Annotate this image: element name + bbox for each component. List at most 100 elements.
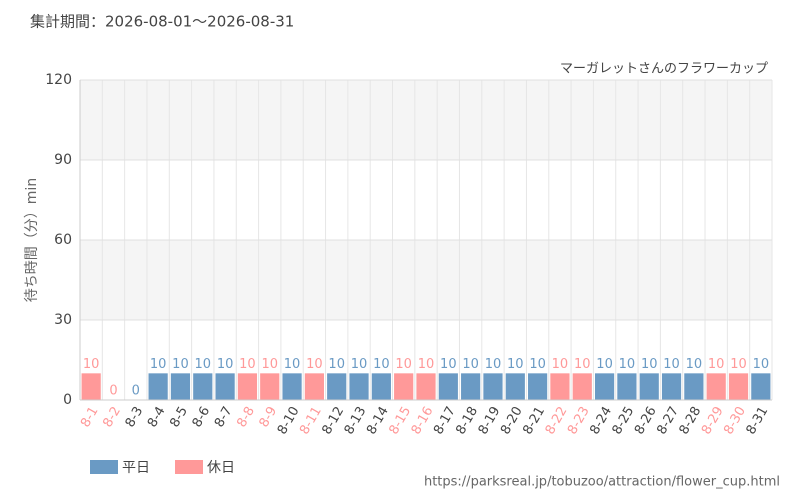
value-label: 10 (373, 357, 390, 372)
bar (661, 373, 682, 400)
x-tick-label: 8-11 (297, 404, 325, 437)
x-tick-label: 8-29 (699, 404, 727, 437)
y-axis-label: 待ち時間（分）min (24, 178, 40, 302)
bar (193, 373, 213, 400)
bar (483, 373, 503, 400)
bar (594, 373, 615, 400)
x-tick-label: 8-15 (386, 404, 414, 437)
x-tick-label: 8-17 (431, 404, 459, 437)
bar (684, 373, 704, 400)
value-label: 10 (306, 357, 323, 372)
value-label: 10 (507, 357, 524, 372)
x-tick-label: 8-20 (498, 404, 526, 437)
x-tick-label: 8-23 (565, 404, 593, 437)
x-tick-label: 8-31 (744, 404, 772, 437)
value-label: 10 (395, 357, 412, 372)
x-tick-label: 8-4 (145, 404, 169, 430)
x-tick-label: 8-21 (520, 404, 548, 437)
x-tick-label: 8-27 (654, 404, 682, 437)
value-label: 10 (172, 357, 189, 372)
value-label: 10 (552, 357, 569, 372)
bar (304, 373, 324, 400)
chart-subtitle: マーガレットさんのフラワーカップ (560, 62, 768, 77)
value-label: 10 (261, 357, 278, 372)
bar (282, 373, 302, 400)
value-label: 10 (485, 357, 502, 372)
bar (706, 373, 726, 400)
value-label: 10 (328, 357, 345, 372)
value-label: 10 (641, 357, 658, 372)
legend-swatch (90, 460, 118, 474)
grid-band (80, 80, 772, 160)
x-tick-label: 8-12 (319, 404, 347, 437)
bar (528, 373, 548, 400)
bar (148, 373, 168, 400)
bar (550, 373, 570, 400)
bar (260, 373, 280, 400)
x-tick-label: 8-30 (721, 404, 749, 437)
x-tick-label: 8-19 (476, 404, 504, 437)
bar (639, 373, 659, 400)
bar (416, 373, 436, 400)
value-label: 10 (83, 357, 100, 372)
x-tick-label: 8-14 (364, 404, 392, 437)
bar (394, 373, 414, 400)
bar (81, 373, 101, 400)
bar (461, 373, 481, 400)
x-tick-label: 8-10 (275, 404, 303, 437)
value-label: 10 (619, 357, 636, 372)
x-tick-label: 8-7 (212, 404, 236, 430)
x-tick-label: 8-22 (543, 404, 571, 437)
y-tick-label: 120 (45, 72, 72, 88)
value-label: 10 (351, 357, 368, 372)
bar (349, 373, 369, 400)
bar (751, 373, 771, 400)
x-tick-label: 8-5 (167, 404, 191, 430)
value-label: 10 (217, 357, 234, 372)
y-tick-label: 60 (54, 232, 72, 248)
x-tick-label: 8-6 (190, 404, 214, 430)
x-tick-label: 8-1 (78, 404, 102, 430)
x-tick-label: 8-26 (632, 404, 660, 437)
bar (237, 373, 258, 400)
grid-band (80, 240, 772, 320)
legend-label: 休日 (207, 460, 235, 476)
x-tick-label: 8-8 (234, 404, 258, 430)
bar (438, 373, 458, 400)
bar (728, 373, 749, 400)
bar (572, 373, 592, 400)
x-tick-label: 8-16 (409, 404, 437, 437)
x-tick-label: 8-25 (610, 404, 638, 437)
y-tick-label: 0 (63, 392, 72, 408)
value-label: 10 (574, 357, 591, 372)
value-label: 10 (686, 357, 703, 372)
x-tick-label: 8-24 (587, 404, 615, 437)
x-tick-label: 8-28 (677, 404, 705, 437)
value-label: 10 (708, 357, 725, 372)
value-label: 10 (753, 357, 770, 372)
value-label: 10 (529, 357, 546, 372)
y-tick-label: 30 (54, 312, 72, 328)
value-label: 0 (109, 384, 117, 399)
bar (505, 373, 525, 400)
footer-url: https://parksreal.jp/tobuzoo/attraction/… (424, 475, 780, 490)
x-tick-label: 8-3 (123, 404, 147, 430)
bar (371, 373, 391, 400)
bar (327, 373, 347, 400)
value-label: 10 (195, 357, 212, 372)
value-label: 10 (440, 357, 457, 372)
value-label: 10 (239, 357, 256, 372)
bar (617, 373, 637, 400)
x-tick-label: 8-13 (342, 404, 370, 437)
value-label: 10 (730, 357, 747, 372)
value-label: 10 (284, 357, 301, 372)
value-label: 10 (663, 357, 680, 372)
value-label: 10 (462, 357, 479, 372)
bar (215, 373, 235, 400)
x-tick-label: 8-2 (100, 404, 124, 430)
value-label: 10 (150, 357, 167, 372)
legend-label: 平日 (122, 460, 150, 476)
value-label: 10 (596, 357, 613, 372)
x-tick-label: 8-18 (453, 404, 481, 437)
